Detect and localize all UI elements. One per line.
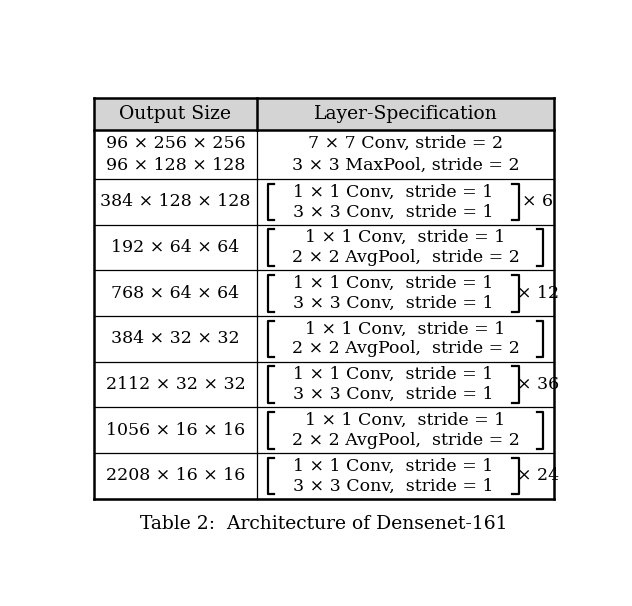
Text: 3 × 3 Conv,  stride = 1: 3 × 3 Conv, stride = 1 [293, 478, 494, 494]
Text: 3 × 3 MaxPool, stride = 2: 3 × 3 MaxPool, stride = 2 [292, 157, 520, 174]
Text: 2 × 2 AvgPool,  stride = 2: 2 × 2 AvgPool, stride = 2 [292, 432, 520, 449]
Text: × 6: × 6 [523, 193, 554, 210]
Text: × 24: × 24 [517, 467, 559, 484]
Text: 96 × 128 × 128: 96 × 128 × 128 [106, 157, 245, 174]
Text: 1 × 1 Conv,  stride = 1: 1 × 1 Conv, stride = 1 [293, 458, 494, 474]
Text: 1 × 1 Conv,  stride = 1: 1 × 1 Conv, stride = 1 [293, 184, 494, 201]
Text: 3 × 3 Conv,  stride = 1: 3 × 3 Conv, stride = 1 [293, 204, 494, 221]
Text: 1056 × 16 × 16: 1056 × 16 × 16 [106, 422, 245, 439]
Text: 1 × 1 Conv,  stride = 1: 1 × 1 Conv, stride = 1 [293, 366, 494, 383]
Text: × 36: × 36 [517, 376, 559, 393]
Text: 1 × 1 Conv,  stride = 1: 1 × 1 Conv, stride = 1 [305, 411, 506, 428]
Text: 96 × 256 × 256: 96 × 256 × 256 [106, 135, 245, 152]
Text: 3 × 3 Conv,  stride = 1: 3 × 3 Conv, stride = 1 [293, 295, 494, 312]
Text: 2208 × 16 × 16: 2208 × 16 × 16 [106, 467, 245, 484]
Text: × 12: × 12 [517, 285, 559, 302]
Text: 2 × 2 AvgPool,  stride = 2: 2 × 2 AvgPool, stride = 2 [292, 249, 520, 266]
Text: 768 × 64 × 64: 768 × 64 × 64 [111, 285, 240, 302]
Text: 7 × 7 Conv, stride = 2: 7 × 7 Conv, stride = 2 [308, 135, 503, 152]
Text: 384 × 128 × 128: 384 × 128 × 128 [100, 193, 251, 210]
Text: 2112 × 32 × 32: 2112 × 32 × 32 [106, 376, 245, 393]
Text: 192 × 64 × 64: 192 × 64 × 64 [111, 239, 240, 256]
Text: 1 × 1 Conv,  stride = 1: 1 × 1 Conv, stride = 1 [293, 275, 494, 291]
Bar [94, 98, 554, 130]
Text: Layer-Specification: Layer-Specification [313, 105, 497, 123]
Text: Output Size: Output Size [119, 105, 231, 123]
Text: Table 2:  Architecture of Densenet-161: Table 2: Architecture of Densenet-161 [140, 516, 507, 533]
Text: 3 × 3 Conv,  stride = 1: 3 × 3 Conv, stride = 1 [293, 386, 494, 403]
Text: 384 × 32 × 32: 384 × 32 × 32 [111, 330, 240, 347]
Text: 2 × 2 AvgPool,  stride = 2: 2 × 2 AvgPool, stride = 2 [292, 341, 520, 358]
Text: 1 × 1 Conv,  stride = 1: 1 × 1 Conv, stride = 1 [305, 321, 506, 338]
Text: 1 × 1 Conv,  stride = 1: 1 × 1 Conv, stride = 1 [305, 229, 506, 246]
